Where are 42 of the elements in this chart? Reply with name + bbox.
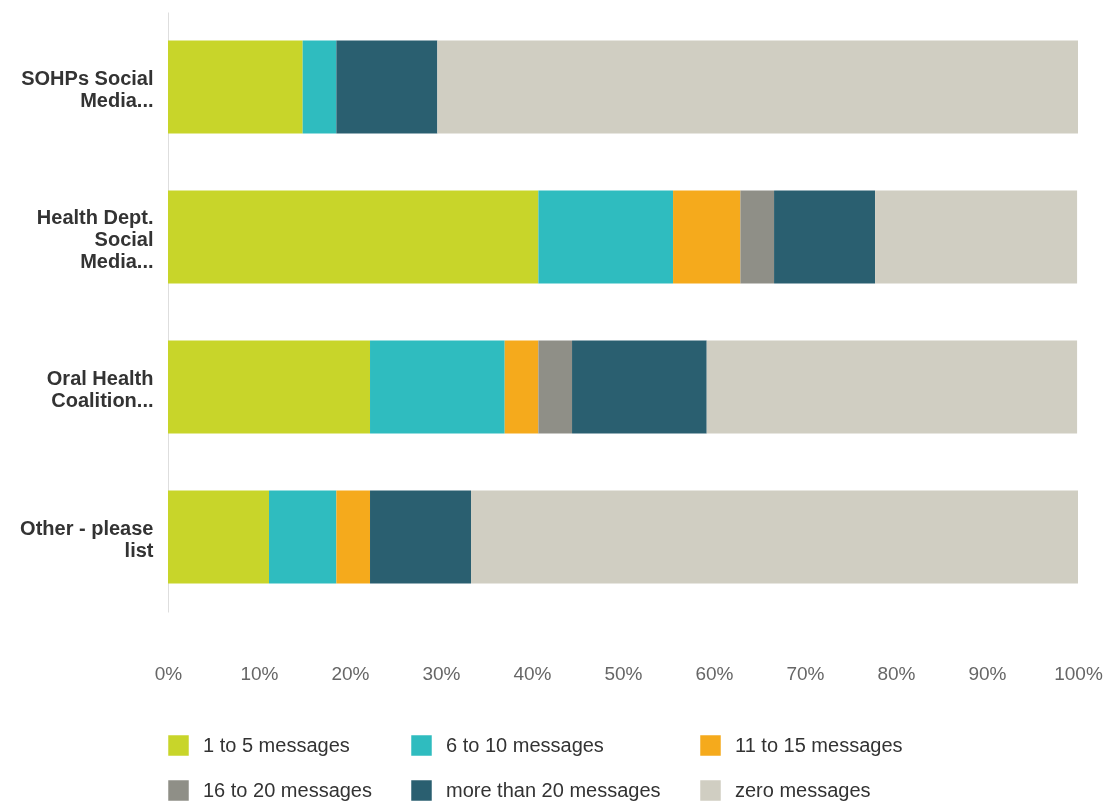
x-tick-label: 50% bbox=[604, 662, 643, 684]
legend-label: more than 20 messages bbox=[446, 778, 661, 801]
x-tick-label: 100% bbox=[1054, 662, 1103, 684]
legend-label: zero messages bbox=[735, 778, 871, 801]
bar bbox=[572, 340, 707, 434]
legend-label: 16 to 20 messages bbox=[203, 778, 372, 801]
bar bbox=[302, 40, 337, 134]
x-tick-label: 70% bbox=[786, 662, 825, 684]
bar bbox=[673, 190, 741, 284]
y-tick-label: Health Dept. Social Media... bbox=[36, 206, 154, 272]
bar bbox=[370, 490, 472, 584]
legend-label: 11 to 15 messages bbox=[735, 733, 903, 756]
bar bbox=[538, 190, 674, 284]
bar bbox=[336, 40, 438, 134]
x-tick-label: 80% bbox=[877, 662, 916, 684]
bar bbox=[875, 190, 1078, 284]
legend-label: 6 to 10 messages bbox=[446, 733, 604, 756]
bar bbox=[269, 490, 337, 584]
bar bbox=[706, 340, 1078, 434]
bar bbox=[336, 490, 371, 584]
x-tick-label: 30% bbox=[422, 662, 461, 684]
bar bbox=[774, 190, 876, 284]
bar bbox=[168, 190, 539, 284]
y-tick-label: Other - please list bbox=[20, 517, 154, 561]
bar bbox=[168, 490, 270, 584]
x-tick-label: 40% bbox=[513, 662, 552, 684]
x-tick-label: 90% bbox=[968, 662, 1007, 684]
bar bbox=[168, 40, 303, 134]
bar bbox=[740, 190, 775, 284]
y-tick-label: SOHPs Social Media... bbox=[21, 67, 154, 111]
bar bbox=[437, 40, 1078, 134]
bar bbox=[504, 340, 539, 434]
bar bbox=[538, 340, 573, 434]
legend-label: 1 to 5 messages bbox=[203, 733, 350, 756]
bar bbox=[168, 340, 371, 434]
x-tick-label: 10% bbox=[240, 662, 279, 684]
bar bbox=[471, 490, 1078, 584]
bar bbox=[370, 340, 505, 434]
y-tick-label: Oral Health Coalition... bbox=[46, 367, 154, 411]
x-tick-label: 20% bbox=[331, 662, 370, 684]
x-tick-label: 0% bbox=[154, 662, 183, 684]
x-tick-label: 60% bbox=[695, 662, 734, 684]
